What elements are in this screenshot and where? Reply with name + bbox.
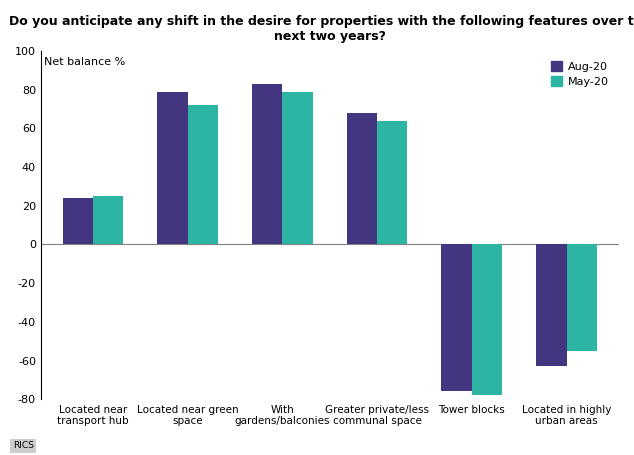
Bar — [252, 84, 282, 244]
Text: RICS: RICS — [13, 441, 34, 450]
Bar — [536, 244, 567, 366]
Bar — [157, 92, 188, 244]
Title: Do you anticipate any shift in the desire for properties with the following feat: Do you anticipate any shift in the desir… — [9, 15, 634, 43]
Bar — [347, 113, 377, 244]
Bar — [377, 121, 408, 244]
Bar — [188, 105, 218, 244]
Bar — [567, 244, 597, 351]
Bar — [472, 244, 502, 395]
Bar — [63, 198, 93, 244]
Text: Net balance %: Net balance % — [44, 57, 125, 67]
Legend: Aug-20, May-20: Aug-20, May-20 — [547, 57, 613, 91]
Bar — [93, 196, 123, 244]
Bar — [282, 92, 313, 244]
Bar — [441, 244, 472, 391]
